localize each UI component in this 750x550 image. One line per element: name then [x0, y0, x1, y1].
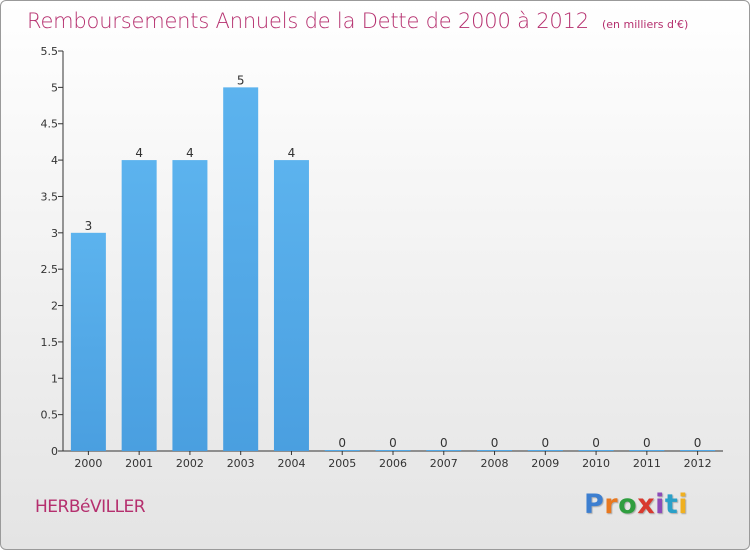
logo-letter: t [664, 489, 679, 520]
bar [324, 450, 360, 451]
data-label: 0 [541, 436, 549, 450]
bar [172, 160, 208, 451]
bar [527, 450, 563, 451]
x-tick-label: 2001 [125, 457, 153, 470]
y-tick-label: 2 [51, 300, 58, 313]
bar [223, 87, 259, 451]
data-label: 4 [288, 146, 296, 160]
x-tick-label: 2011 [633, 457, 661, 470]
data-label: 4 [135, 146, 143, 160]
data-label: 0 [440, 436, 448, 450]
x-tick-label: 2006 [379, 457, 407, 470]
logo-letter: x [637, 489, 656, 520]
bar [121, 160, 157, 451]
commune-name: HERBéVILLER [35, 497, 146, 517]
y-tick-label: 2.5 [41, 263, 59, 276]
x-tick-label: 2004 [277, 457, 305, 470]
bar [426, 450, 462, 451]
x-tick-label: 2003 [227, 457, 255, 470]
x-tick-label: 2000 [74, 457, 102, 470]
logo-letter: r [604, 489, 619, 520]
y-tick-label: 3.5 [41, 190, 59, 203]
logo-letter: P [584, 489, 605, 520]
x-tick-label: 2009 [531, 457, 559, 470]
x-tick-label: 2010 [582, 457, 610, 470]
data-label: 0 [643, 436, 651, 450]
title-row: Remboursements Annuels de la Dette de 20… [27, 9, 688, 33]
y-tick-label: 4.5 [41, 118, 59, 131]
data-label: 5 [237, 73, 245, 87]
bar [375, 450, 411, 451]
proxiti-logo: Proxiti [584, 489, 688, 520]
data-label: 0 [389, 436, 397, 450]
chart-title: Remboursements Annuels de la Dette de 20… [27, 9, 589, 33]
bar [680, 450, 716, 451]
bar [578, 450, 614, 451]
logo-letter: i [678, 489, 689, 520]
y-tick-label: 3 [51, 227, 58, 240]
y-tick-label: 1 [51, 372, 58, 385]
logo-letter: o [618, 489, 638, 520]
data-label: 0 [491, 436, 499, 450]
bar [629, 450, 665, 451]
x-tick-label: 2002 [176, 457, 204, 470]
y-tick-label: 0.5 [41, 409, 59, 422]
data-label: 3 [85, 219, 93, 233]
data-label: 4 [186, 146, 194, 160]
y-tick-label: 1.5 [41, 336, 59, 349]
y-tick-label: 5.5 [41, 45, 59, 58]
data-label: 0 [694, 436, 702, 450]
logo-letter: i [655, 489, 665, 520]
data-label: 0 [592, 436, 600, 450]
x-tick-label: 2012 [684, 457, 712, 470]
x-tick-label: 2007 [430, 457, 458, 470]
bar [273, 160, 309, 451]
x-tick-label: 2008 [481, 457, 509, 470]
y-tick-label: 0 [51, 445, 58, 458]
bar [477, 450, 513, 451]
y-tick-label: 4 [51, 154, 58, 167]
x-tick-label: 2005 [328, 457, 356, 470]
data-label: 0 [338, 436, 346, 450]
chart-unit-note: (en milliers d'€) [602, 18, 689, 31]
y-tick-label: 5 [51, 81, 58, 94]
bar [70, 232, 106, 451]
